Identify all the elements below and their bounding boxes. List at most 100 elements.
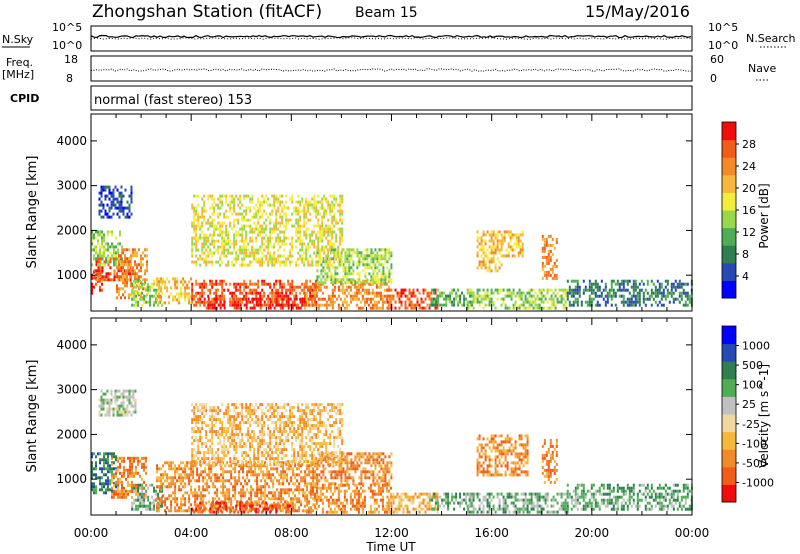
data-cell — [341, 282, 344, 286]
data-cell — [325, 212, 328, 216]
data-cell — [516, 291, 519, 295]
data-cell — [269, 212, 272, 216]
data-cell — [378, 281, 381, 285]
data-cell — [230, 503, 233, 507]
data-cell — [239, 248, 242, 252]
data-cell — [482, 294, 485, 298]
data-cell — [541, 249, 544, 253]
data-cell — [129, 459, 131, 463]
data-cell — [604, 303, 607, 307]
data-cell — [135, 285, 138, 289]
data-cell — [363, 501, 366, 505]
data-cell — [170, 464, 173, 468]
data-cell — [377, 306, 380, 310]
data-cell — [327, 230, 330, 234]
data-cell — [120, 197, 123, 201]
data-cell — [158, 479, 161, 483]
data-cell — [360, 251, 363, 255]
data-cell — [126, 407, 129, 411]
data-cell — [241, 300, 244, 304]
data-cell — [280, 494, 283, 498]
data-cell — [253, 215, 256, 219]
data-cell — [289, 251, 292, 255]
data-cell — [170, 494, 173, 498]
data-cell — [275, 297, 278, 301]
data-cell — [319, 297, 322, 301]
data-cell — [176, 292, 179, 296]
data-cell — [249, 230, 252, 234]
data-cell — [240, 491, 243, 495]
data-cell — [313, 300, 316, 304]
data-cell — [317, 224, 320, 228]
data-cell — [290, 479, 293, 483]
data-cell — [478, 303, 481, 307]
data-cell — [199, 501, 202, 505]
data-cell — [158, 286, 161, 290]
data-cell — [363, 498, 366, 502]
data-cell — [238, 500, 241, 504]
data-cell — [133, 486, 136, 490]
data-cell — [223, 504, 226, 508]
data-cell — [294, 506, 297, 510]
data-cell — [231, 242, 234, 246]
data-cell — [321, 297, 324, 301]
data-cell — [114, 407, 117, 411]
data-cell — [530, 303, 533, 307]
data-cell — [106, 185, 109, 189]
data-cell — [310, 506, 313, 510]
data-cell — [333, 300, 336, 304]
data-cell — [398, 306, 401, 310]
data-cell — [380, 275, 383, 279]
data-cell — [620, 288, 623, 292]
data-cell — [269, 285, 272, 289]
data-cell — [197, 194, 200, 198]
data-cell — [342, 275, 345, 279]
data-cell — [572, 294, 575, 298]
data-cell — [301, 245, 304, 249]
data-cell — [108, 413, 111, 417]
data-cell — [237, 203, 240, 207]
data-cell — [361, 306, 364, 310]
data-cell — [484, 266, 487, 270]
data-cell — [331, 263, 334, 267]
data-cell — [404, 306, 407, 310]
data-cell — [474, 300, 477, 304]
data-cell — [284, 488, 287, 492]
data-cell — [130, 257, 132, 261]
data-cell — [422, 300, 425, 304]
data-cell — [124, 188, 127, 192]
data-cell — [178, 509, 181, 513]
data-cell — [378, 263, 381, 267]
data-cell — [312, 467, 315, 471]
data-cell — [251, 215, 254, 219]
data-cell — [135, 300, 138, 304]
data-cell — [550, 303, 553, 307]
data-cell — [242, 485, 245, 489]
data-cell — [193, 212, 196, 216]
data-cell — [289, 197, 292, 201]
data-cell — [373, 489, 376, 493]
data-cell — [124, 215, 127, 219]
data-cell — [610, 303, 613, 307]
data-cell — [119, 242, 121, 246]
data-cell — [281, 288, 284, 292]
data-cell — [205, 209, 208, 213]
data-cell — [349, 492, 352, 496]
data-cell — [366, 266, 369, 270]
data-cell — [344, 275, 347, 279]
data-cell — [302, 476, 305, 480]
data-cell — [203, 297, 206, 301]
data-cell — [131, 489, 133, 493]
data-cell — [433, 300, 436, 304]
data-cell — [313, 483, 316, 487]
data-cell — [279, 203, 282, 207]
data-cell — [222, 494, 225, 498]
data-cell — [104, 398, 107, 402]
data-cell — [370, 281, 373, 285]
data-cell — [241, 239, 244, 243]
data-cell — [339, 501, 342, 505]
data-cell — [245, 291, 248, 295]
data-cell — [379, 492, 382, 496]
data-cell — [195, 504, 198, 508]
